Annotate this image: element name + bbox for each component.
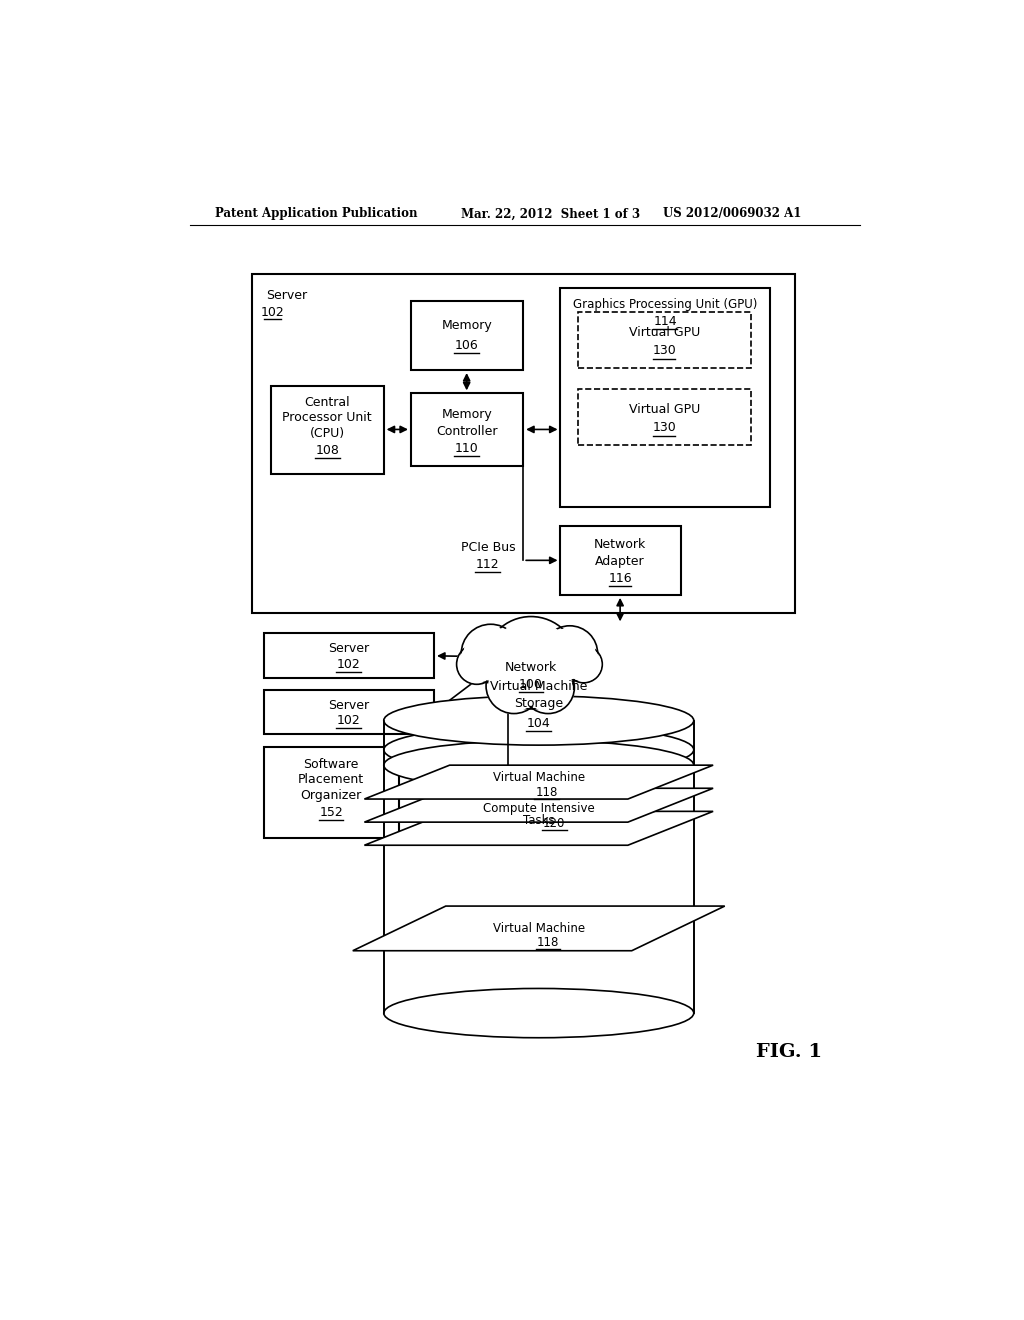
Text: 102: 102 xyxy=(337,714,360,727)
Circle shape xyxy=(488,661,539,710)
Text: 102: 102 xyxy=(260,306,284,319)
Circle shape xyxy=(524,664,571,711)
Ellipse shape xyxy=(384,696,693,744)
Text: Virtual Machine: Virtual Machine xyxy=(493,771,585,784)
Text: Controller: Controller xyxy=(436,425,498,438)
Circle shape xyxy=(484,616,578,709)
Circle shape xyxy=(567,648,600,681)
Text: 112: 112 xyxy=(476,558,500,572)
Text: Processor Unit: Processor Unit xyxy=(283,412,372,425)
Text: 116: 116 xyxy=(608,572,632,585)
Text: 110: 110 xyxy=(455,442,478,455)
Text: Memory: Memory xyxy=(441,319,493,333)
Circle shape xyxy=(521,661,574,714)
Text: Tasks: Tasks xyxy=(523,814,555,828)
Text: Network: Network xyxy=(594,537,646,550)
Ellipse shape xyxy=(384,989,693,1038)
Circle shape xyxy=(459,647,495,682)
Text: Virtual Machine: Virtual Machine xyxy=(493,921,585,935)
Text: 118: 118 xyxy=(537,936,559,949)
Text: Network: Network xyxy=(505,661,557,675)
Text: 130: 130 xyxy=(652,345,676,358)
Ellipse shape xyxy=(384,725,693,775)
Text: 102: 102 xyxy=(337,657,360,671)
Text: FIG. 1: FIG. 1 xyxy=(756,1043,822,1060)
Circle shape xyxy=(461,624,520,682)
Text: Organizer: Organizer xyxy=(300,788,361,801)
Circle shape xyxy=(457,644,497,684)
Text: Memory: Memory xyxy=(441,408,493,421)
Text: Mar. 22, 2012  Sheet 1 of 3: Mar. 22, 2012 Sheet 1 of 3 xyxy=(461,207,640,220)
Bar xyxy=(263,634,434,678)
Text: Virtual GPU: Virtual GPU xyxy=(629,326,700,339)
Text: Server: Server xyxy=(266,289,307,302)
Text: 104: 104 xyxy=(527,717,551,730)
Text: 100: 100 xyxy=(519,677,543,690)
Text: Placement: Placement xyxy=(298,774,365,787)
Text: 118: 118 xyxy=(536,787,558,800)
Text: Storage: Storage xyxy=(514,697,563,710)
Circle shape xyxy=(542,626,598,681)
Bar xyxy=(411,393,523,466)
Text: 114: 114 xyxy=(653,315,677,329)
Text: Patent Application Publication: Patent Application Publication xyxy=(215,207,418,220)
Text: US 2012/0069032 A1: US 2012/0069032 A1 xyxy=(663,207,801,220)
Text: PCIe Bus: PCIe Bus xyxy=(461,541,516,554)
Ellipse shape xyxy=(384,741,693,789)
Circle shape xyxy=(545,628,595,678)
Text: Virtual Machine: Virtual Machine xyxy=(490,680,588,693)
Circle shape xyxy=(486,659,542,714)
Text: 106: 106 xyxy=(455,339,478,352)
Circle shape xyxy=(489,622,572,705)
Bar xyxy=(263,690,434,734)
Text: 120: 120 xyxy=(543,817,565,830)
Bar xyxy=(271,385,384,474)
Text: 108: 108 xyxy=(315,444,339,457)
Text: Server: Server xyxy=(329,698,370,711)
Bar xyxy=(411,301,523,370)
Text: Central: Central xyxy=(304,396,350,409)
Bar xyxy=(560,288,770,507)
Text: (CPU): (CPU) xyxy=(309,426,345,440)
Bar xyxy=(252,275,795,612)
Polygon shape xyxy=(352,906,725,950)
Text: 130: 130 xyxy=(652,421,676,434)
Bar xyxy=(560,525,681,595)
Text: Compute Intensive: Compute Intensive xyxy=(483,801,595,814)
Text: Graphics Processing Unit (GPU): Graphics Processing Unit (GPU) xyxy=(572,298,758,312)
Text: Adapter: Adapter xyxy=(595,554,645,568)
Bar xyxy=(578,389,751,445)
Text: Virtual GPU: Virtual GPU xyxy=(629,403,700,416)
Polygon shape xyxy=(365,812,713,845)
Polygon shape xyxy=(365,788,713,822)
Bar xyxy=(384,721,693,1014)
Text: Server: Server xyxy=(329,643,370,656)
Circle shape xyxy=(464,627,517,680)
Text: Software: Software xyxy=(303,758,358,771)
Circle shape xyxy=(565,645,602,682)
Bar xyxy=(263,747,399,838)
Polygon shape xyxy=(365,766,713,799)
Text: 152: 152 xyxy=(319,805,343,818)
Bar xyxy=(578,313,751,368)
